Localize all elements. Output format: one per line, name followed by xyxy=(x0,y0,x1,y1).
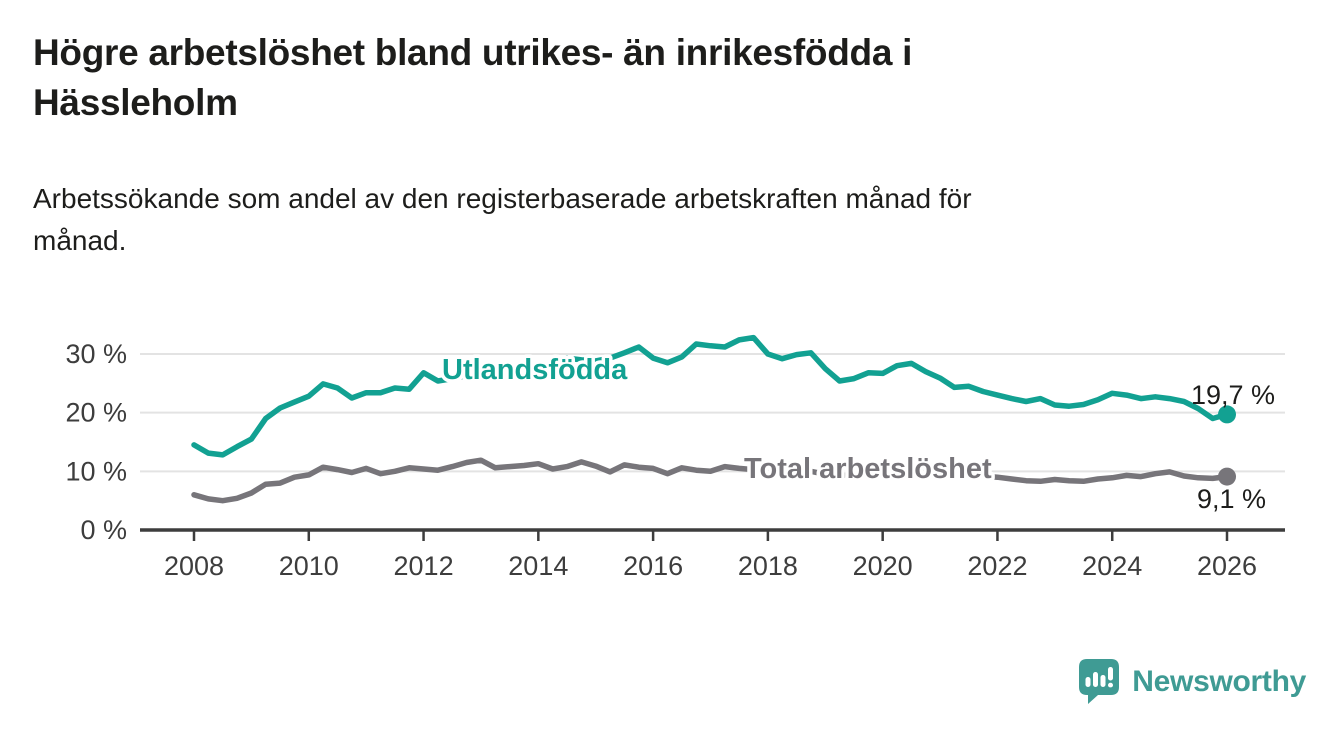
logo-bubble-shape xyxy=(1079,659,1120,704)
series-label-total-arbetsl-shet: Total arbetslöshet xyxy=(744,453,992,485)
newsworthy-logo: Newsworthy xyxy=(1079,659,1306,704)
x-tick-label-2010: 2010 xyxy=(279,551,339,581)
x-tick-label-2024: 2024 xyxy=(1082,551,1142,581)
series-label-utlandsf-dda: Utlandsfödda xyxy=(442,354,628,386)
y-tick-label-30: 30 % xyxy=(65,339,127,369)
page-subtitle-line-2: månad. xyxy=(33,225,127,256)
y-tick-label-10: 10 % xyxy=(65,456,127,486)
x-tick-label-2008: 2008 xyxy=(164,551,224,581)
x-tick-label-2018: 2018 xyxy=(738,551,798,581)
series-end-value-label-total-arbetsl-shet: 9,1 % xyxy=(1197,484,1266,514)
page-subtitle: Arbetssökande som andel av den registerb… xyxy=(33,178,972,262)
logo-bar-3 xyxy=(1100,675,1106,687)
newsworthy-logo-text: Newsworthy xyxy=(1132,664,1306,698)
page-subtitle-line-1: Arbetssökande som andel av den registerb… xyxy=(33,183,972,214)
x-tick-label-2026: 2026 xyxy=(1197,551,1257,581)
page-title: Högre arbetslöshet bland utrikes- än inr… xyxy=(33,28,912,128)
x-tick-label-2022: 2022 xyxy=(967,551,1027,581)
series-line-total-arbetsl-shet xyxy=(191,457,1230,504)
y-tick-label-0: 0 % xyxy=(80,515,127,545)
series-endpoint-dot-utlandsf-dda xyxy=(1218,405,1237,424)
x-tick-label-2012: 2012 xyxy=(394,551,454,581)
y-tick-label-20: 20 % xyxy=(65,398,127,428)
newsworthy-logo-icon xyxy=(1079,659,1120,704)
series-end-value-label-utlandsf-dda: 19,7 % xyxy=(1191,380,1275,410)
logo-exclamation-dot xyxy=(1108,682,1114,688)
page-title-line-1: Högre arbetslöshet bland utrikes- än inr… xyxy=(33,32,913,73)
logo-bar-1 xyxy=(1085,677,1091,687)
logo-exclamation-stem xyxy=(1108,667,1114,681)
x-tick-label-2014: 2014 xyxy=(508,551,568,581)
series-line-utlandsf-dda xyxy=(191,334,1230,458)
logo-bar-2 xyxy=(1093,672,1099,687)
series-endpoint-dot-total-arbetsl-shet xyxy=(1218,467,1237,486)
page-title-line-2: Hässleholm xyxy=(33,82,238,123)
x-tick-label-2016: 2016 xyxy=(623,551,683,581)
x-tick-label-2020: 2020 xyxy=(853,551,913,581)
